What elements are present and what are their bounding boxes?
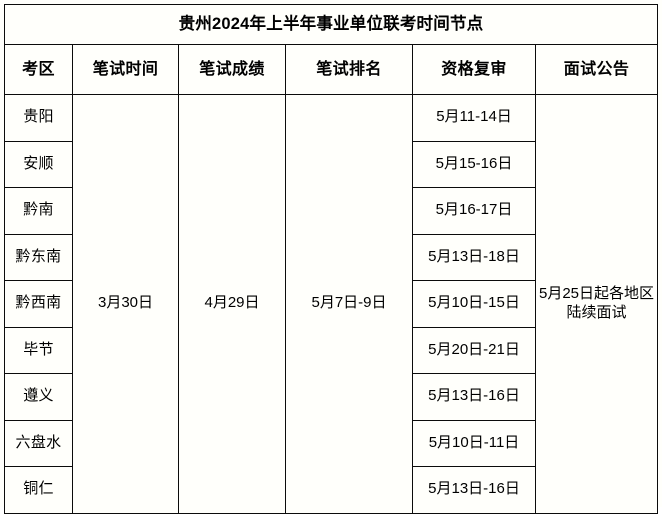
column-header-written-exam-rank: 笔试排名 [285,44,413,95]
qualification-review-value: 5月20日-21日 [412,326,536,374]
written-exam-rank-value: 5月7日-9日 [285,94,413,514]
interview-announcement-value: 5月25日起各地区 陆续面试 [535,94,658,514]
table-row: 黔东南 5月13日-18日 [4,233,658,281]
qualification-review-value: 5月13日-16日 [412,466,536,514]
region-name: 安顺 [4,140,73,188]
table-row: 安顺 5月15-16日 [4,140,658,188]
table-row: 毕节 5月20日-21日 [4,326,658,374]
column-header-written-exam-score: 笔试成绩 [178,44,286,95]
qualification-review-value: 5月13日-16日 [412,373,536,421]
exam-schedule-table: 贵州2024年上半年事业单位联考时间节点 考区 笔试时间 笔试成绩 笔试排名 资… [4,4,658,514]
table-row: 铜仁 5月13日-16日 [4,466,658,514]
qualification-review-value: 5月10日-15日 [412,280,536,328]
region-name: 铜仁 [4,466,73,514]
region-name: 毕节 [4,326,73,374]
table-title-row: 贵州2024年上半年事业单位联考时间节点 [4,4,658,45]
table-row: 贵阳 3月30日 4月29日 5月7日-9日 5月11-14日 5月25日起各地… [4,94,658,514]
table-row: 六盘水 5月10日-11日 [4,419,658,467]
qualification-review-value: 5月13日-18日 [412,233,536,281]
qualification-review-value: 5月16-17日 [412,187,536,235]
table-row: 黔西南 5月10日-15日 [4,280,658,328]
table-header-row: 考区 笔试时间 笔试成绩 笔试排名 资格复审 面试公告 [4,44,658,95]
qualification-review-value: 5月15-16日 [412,140,536,188]
region-name: 遵义 [4,373,73,421]
column-header-qualification-review: 资格复审 [412,44,536,95]
interview-announcement-line-2: 陆续面试 [566,303,627,321]
written-exam-score-value: 4月29日 [178,94,286,514]
region-name: 贵阳 [4,94,73,142]
qualification-review-value: 5月11-14日 [412,94,536,142]
page-title: 贵州2024年上半年事业单位联考时间节点 [4,4,658,45]
column-header-written-exam-date: 笔试时间 [72,44,179,95]
column-header-region: 考区 [4,44,73,95]
table-row: 遵义 5月13日-16日 [4,373,658,421]
region-name: 黔东南 [4,233,73,281]
region-name: 六盘水 [4,419,73,467]
written-exam-date-value: 3月30日 [72,94,179,514]
interview-announcement-line-1: 5月25日起各地区 [538,285,655,302]
column-header-interview-announcement: 面试公告 [535,44,658,95]
region-name: 黔南 [4,187,73,235]
region-name: 黔西南 [4,280,73,328]
qualification-review-value: 5月10日-11日 [412,419,536,467]
table-row: 黔南 5月16-17日 [4,187,658,235]
